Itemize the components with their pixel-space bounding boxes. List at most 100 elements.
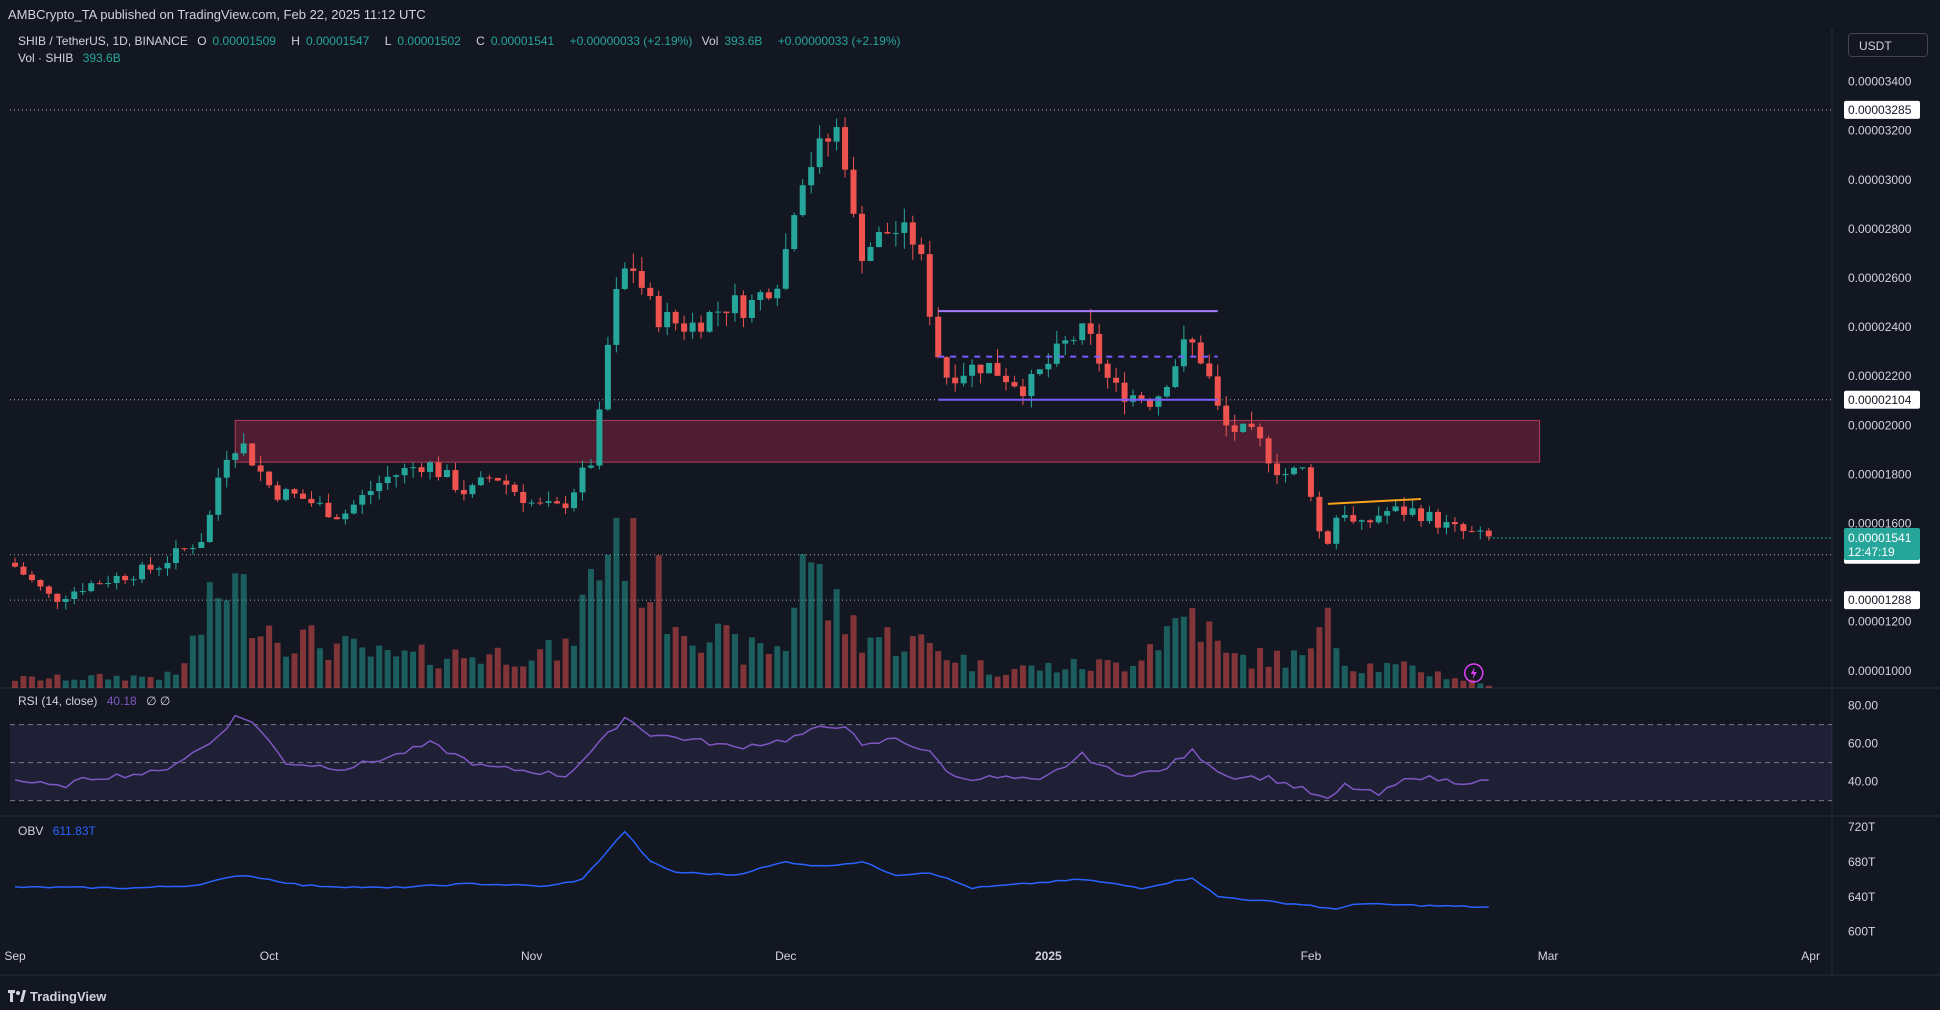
candle-body [1002, 375, 1009, 383]
candle-body [1028, 374, 1035, 397]
candle-body [1282, 474, 1289, 476]
candle-body [1418, 508, 1425, 522]
obv-line [14, 830, 1489, 910]
candle-body [122, 575, 129, 581]
volume-bar [232, 573, 239, 688]
volume-bar [1392, 664, 1399, 688]
volume-bar [706, 642, 713, 688]
candle-body [1341, 515, 1348, 518]
volume-bar [833, 589, 840, 688]
candle-body [1146, 399, 1153, 407]
candle-body [977, 364, 984, 374]
candle-body [139, 564, 146, 580]
candle-body [740, 295, 747, 318]
candle-body [20, 566, 27, 575]
candle-body [1375, 515, 1382, 523]
candle-body [808, 167, 815, 186]
candle-body [189, 548, 196, 550]
candle-body [486, 477, 493, 479]
candle-body [1062, 340, 1069, 344]
volume-legend: Vol · SHIB 393.6B [18, 51, 127, 65]
volume-bar [638, 607, 645, 688]
candle-body [1485, 530, 1492, 537]
volume-bar [1189, 608, 1196, 688]
candle-body [952, 377, 959, 384]
rsi-tick-label: 40.00 [1848, 775, 1878, 789]
price-tick-label: 0.00002800 [1848, 222, 1912, 236]
time-tick-label: Sep [4, 949, 26, 963]
obv-tick-label: 680T [1848, 855, 1876, 869]
candle-body [647, 287, 654, 296]
footer: TradingView [0, 984, 1940, 1010]
candle-body [291, 489, 298, 494]
rsi-title[interactable]: RSI (14, close) [18, 694, 98, 708]
vol-change-value: +0.00000033 (+2.19%) [777, 34, 901, 48]
volume-bar [647, 602, 654, 688]
volume-bar [672, 627, 679, 688]
volume-title[interactable]: Vol · SHIB [18, 51, 74, 65]
candle-body [926, 254, 933, 317]
brand-text: TradingView [30, 989, 107, 1004]
volume-bar [291, 653, 298, 688]
candle-body [215, 477, 222, 515]
volume-bar [308, 625, 315, 688]
close-value: 0.00001541 [490, 34, 555, 48]
volume-legend-value: 393.6B [82, 51, 121, 65]
candle-body [918, 244, 925, 255]
symbol-label[interactable]: SHIB / TetherUS, 1D, BINANCE [18, 34, 188, 48]
volume-bar [1206, 621, 1213, 688]
candle-body [833, 127, 840, 142]
candle-body [816, 138, 823, 168]
volume-bar [1333, 648, 1340, 688]
candle-body [299, 493, 306, 499]
tradingview-brand[interactable]: TradingView [8, 989, 106, 1004]
candle-body [791, 215, 798, 250]
candle-body [1426, 511, 1433, 522]
volume-bar [410, 651, 417, 688]
candle-body [613, 288, 620, 345]
candle-body [147, 564, 154, 570]
high-value: 0.00001547 [305, 34, 370, 48]
candle-body [223, 459, 230, 478]
candle-body [1011, 382, 1018, 387]
volume-bar [1223, 652, 1230, 688]
volume-bar [1274, 650, 1281, 688]
candle-body [1138, 395, 1145, 400]
candle-body [935, 316, 942, 358]
obv-title[interactable]: OBV [18, 824, 44, 838]
volume-bar [748, 637, 755, 688]
volume-bar [1163, 626, 1170, 688]
volume-bar [1138, 660, 1145, 688]
main-legend: SHIB / TetherUS, 1D, BINANCE O 0.00001509… [18, 34, 907, 48]
volume-bar [249, 638, 256, 688]
volume-bar [206, 582, 213, 688]
candle-body [1079, 323, 1086, 341]
volume-bar [393, 656, 400, 688]
volume-bar [62, 680, 69, 688]
volume-bar [359, 647, 366, 688]
candle-body [969, 364, 976, 376]
candle-body [1096, 333, 1103, 364]
current-price-badge [1844, 528, 1920, 561]
candle-body [884, 232, 891, 234]
volume-bar [1146, 644, 1153, 688]
time-tick-label: Feb [1301, 949, 1322, 963]
volume-bar [884, 627, 891, 688]
candle-body [1333, 517, 1340, 544]
volume-bar [664, 634, 671, 688]
candle-body [181, 548, 188, 550]
candle-body [859, 213, 865, 261]
currency-selector[interactable]: USDT [1848, 33, 1928, 57]
candle-body [909, 222, 916, 245]
rsi-extra: ∅ ∅ [146, 694, 171, 708]
volume-bar [1197, 641, 1204, 688]
volume-bar [240, 574, 247, 688]
volume-bar [1257, 647, 1264, 688]
volume-bar [79, 679, 86, 688]
candle-body [308, 498, 315, 504]
price-tick-label: 0.00002600 [1848, 271, 1912, 285]
volume-bar [1409, 665, 1416, 688]
price-tick-label: 0.00002200 [1848, 369, 1912, 383]
volume-bar [825, 620, 832, 688]
